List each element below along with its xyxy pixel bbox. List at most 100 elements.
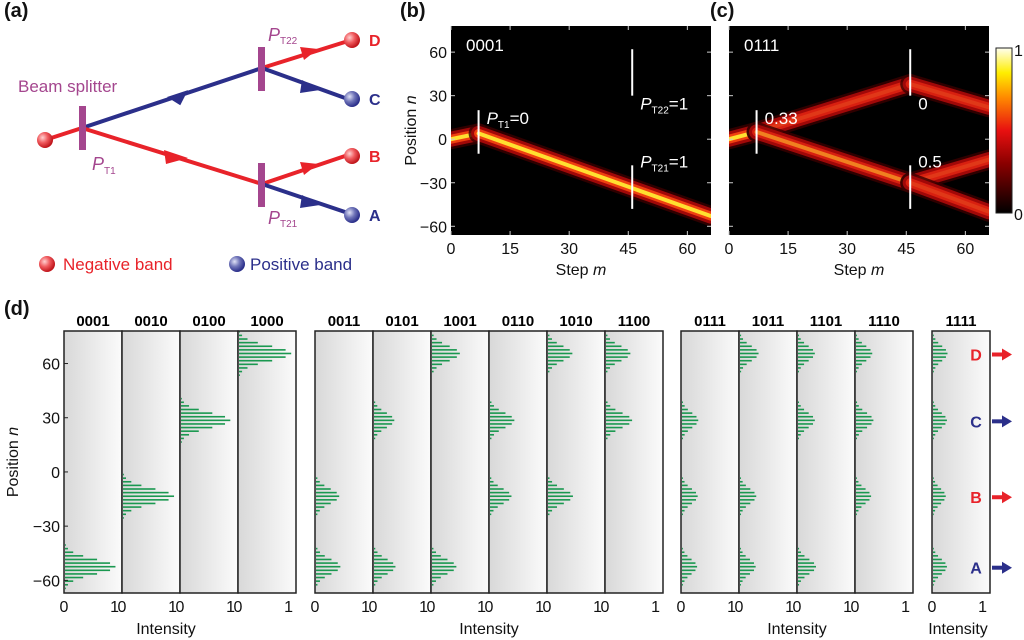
x-tick-label: 1 — [168, 599, 177, 616]
intensity-bar — [374, 430, 382, 432]
channel-arrowhead-icon — [1002, 348, 1012, 361]
intensity-bar — [432, 334, 434, 337]
panel-background — [431, 331, 489, 593]
intensity-bar — [239, 349, 286, 351]
intensity-bar — [239, 352, 292, 355]
intensity-bar — [239, 356, 286, 358]
intensity-bar — [856, 426, 868, 429]
x-tick-label: 1 — [226, 599, 235, 616]
intensity-bar — [432, 356, 457, 358]
intensity-bar — [740, 352, 759, 355]
x-tick-label: 45 — [619, 241, 637, 258]
intensity-bar — [432, 359, 450, 362]
intensity-bar — [933, 484, 938, 487]
intensity-bar — [856, 370, 857, 373]
intensity-bar — [374, 419, 395, 422]
intensity-bar — [548, 499, 571, 501]
intensity-bar — [181, 415, 226, 418]
splitter-marker-label: PT22=1 — [640, 95, 688, 117]
intensity-bar — [548, 484, 557, 487]
intensity-bar — [432, 547, 434, 550]
legend-positive-ball-icon — [229, 256, 245, 272]
intensity-bar — [798, 430, 805, 432]
intensity-bar — [933, 334, 934, 337]
intensity-bar — [740, 480, 743, 483]
channel-label: B — [970, 490, 982, 507]
panel-frame — [237, 330, 297, 594]
y-tick-label: 60 — [429, 45, 447, 62]
intensity-bar — [682, 426, 693, 429]
x-tick-label: 60 — [678, 241, 696, 258]
intensity-bar — [316, 583, 318, 586]
panel-title: 0010 — [134, 313, 167, 330]
intensity-bar — [798, 415, 814, 418]
intensity-bar — [682, 562, 696, 564]
intensity-bar — [798, 576, 805, 579]
heatmap-panels: 0 15 30 45 6060300−30−600001PT1=0PT22=1PT21=… — [403, 26, 1023, 279]
intensity-bar — [798, 551, 801, 554]
intensity-bar — [682, 405, 685, 407]
intensity-bar — [933, 401, 934, 404]
intensity-bar — [740, 583, 741, 586]
intensity-bar — [682, 401, 683, 404]
intensity-bar — [856, 363, 862, 366]
panel-title: 1110 — [868, 313, 900, 330]
heatmap-c: 0 15 30 45 60 0111 0.33 0 0.5 Step m — [725, 26, 989, 279]
intensity-bar — [856, 495, 872, 498]
intensity-bar — [933, 426, 942, 429]
intensity-bar — [490, 484, 498, 487]
x-tick-label: 1 — [785, 599, 794, 616]
intensity-bar — [933, 430, 939, 432]
intensity-bar — [933, 338, 936, 340]
input-ball-icon — [37, 132, 53, 148]
intensity-bar — [933, 345, 943, 348]
panel-background — [739, 331, 797, 593]
intensity-bar — [798, 367, 801, 369]
x-tick-label: 0 — [928, 599, 937, 616]
intensity-bar — [606, 341, 615, 344]
intensity-bar — [181, 441, 182, 443]
intensity-bar — [856, 430, 863, 432]
y-tick-label: 30 — [42, 411, 60, 428]
intensity-bar — [798, 405, 801, 407]
intensity-bar — [682, 506, 688, 508]
panel-label-c: (c) — [710, 0, 735, 22]
histogram-panel: 0110 — [488, 313, 548, 594]
y-tick-label: −60 — [420, 219, 447, 236]
intensity-bar — [856, 334, 857, 337]
intensity-bar — [798, 356, 814, 358]
intensity-bar — [798, 562, 815, 564]
intensity-bar — [239, 374, 240, 376]
histogram-panel: 1110 — [854, 313, 914, 594]
intensity-bar — [740, 367, 744, 369]
x-tick-label: 1 — [284, 599, 293, 616]
intensity-bar — [798, 349, 814, 351]
panel-title: 1100 — [618, 313, 651, 330]
intensity-bar — [856, 499, 870, 501]
intensity-bar — [856, 513, 857, 516]
intensity-bar — [548, 480, 553, 483]
intensity-bar — [606, 370, 608, 373]
intensity-bar — [798, 334, 799, 337]
intensity-bar — [181, 419, 231, 422]
intensity-bar — [374, 583, 376, 586]
intensity-bar — [239, 334, 243, 337]
intensity-bar — [316, 558, 332, 561]
intensity-bar — [123, 506, 142, 508]
intensity-bar — [856, 423, 872, 425]
intensity-bar — [548, 370, 550, 373]
intensity-bar — [490, 401, 492, 404]
heatmap-title: 0001 — [466, 36, 504, 55]
colorbar — [995, 47, 1013, 214]
x-tick-label: 30 — [838, 241, 856, 258]
intensity-bar — [606, 349, 628, 351]
splitter-marker-label: 0.5 — [918, 152, 942, 171]
intensity-bar — [682, 558, 692, 561]
intensity-bar — [933, 573, 942, 575]
panel-label-a: (a) — [4, 0, 29, 22]
panel-title: 1000 — [250, 313, 283, 330]
panel-background — [315, 331, 373, 593]
x-axis-label: Step m — [556, 262, 607, 279]
intensity-bar — [856, 356, 871, 358]
